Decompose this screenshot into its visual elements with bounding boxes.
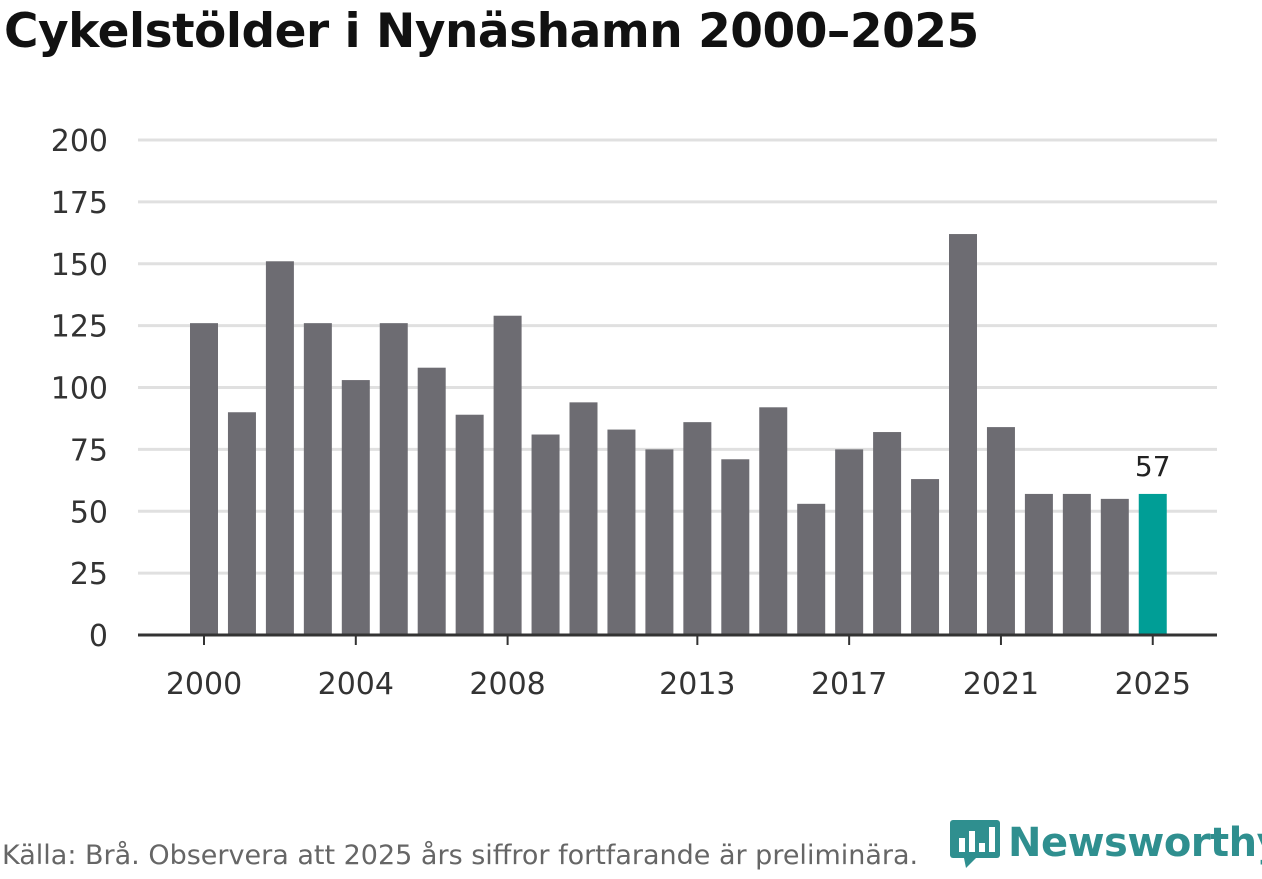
x-tick-label: 2000 [166, 667, 242, 702]
bar-2010 [569, 402, 598, 635]
bar-2012 [645, 449, 674, 635]
y-tick-label: 150 [51, 248, 108, 283]
y-tick-label: 125 [51, 310, 108, 345]
bar-2018 [873, 432, 902, 635]
source-note: Källa: Brå. Observera att 2025 års siffr… [2, 840, 919, 871]
bar-2016 [797, 503, 826, 635]
bar-2008 [493, 315, 522, 635]
gridlines [138, 138, 1217, 575]
x-tick-label: 2021 [963, 667, 1039, 702]
data-label-highlight: 57 [1135, 450, 1171, 483]
y-tick-label: 200 [51, 124, 108, 159]
bar-2001 [227, 412, 256, 635]
bar-2017 [835, 449, 864, 635]
bar-2003 [303, 323, 332, 635]
bar-2007 [455, 414, 484, 635]
chart-title: Cykelstölder i Nynäshamn 2000–2025 [4, 4, 979, 59]
y-tick-label: 100 [51, 372, 108, 407]
bar-2022 [1024, 493, 1053, 635]
bar-2020 [949, 234, 977, 636]
y-tick-label: 50 [70, 495, 108, 530]
bar-2023 [1062, 493, 1091, 635]
bar-2011 [607, 429, 636, 635]
bar-2019 [911, 479, 940, 635]
bar-2013 [683, 422, 712, 635]
brand-logo: Newsworthy [950, 818, 1262, 868]
y-tick-label: 0 [89, 619, 108, 654]
bar-chart-icon [950, 820, 1000, 868]
bar-2002 [265, 261, 294, 635]
y-tick-label: 75 [70, 433, 108, 468]
x-tick-label: 2008 [469, 667, 545, 702]
bar-2015 [759, 407, 788, 635]
x-tick-label: 2025 [1115, 667, 1191, 702]
bar-2009 [531, 434, 560, 635]
bar-2024 [1100, 498, 1129, 635]
bar-2025 [1138, 493, 1167, 635]
brand-name: Newsworthy [1008, 820, 1262, 866]
bar-2005 [379, 323, 408, 635]
x-tick-label: 2004 [318, 667, 394, 702]
y-tick-label: 25 [70, 557, 108, 592]
y-tick-label: 175 [51, 186, 108, 221]
x-axis-ticks: 2000 2004 2008 2013 2017 2021 2025 [166, 635, 1191, 702]
data-labels: 57 [1135, 450, 1171, 483]
x-tick-label: 2017 [811, 667, 887, 702]
bars [190, 234, 1167, 636]
bar-2000 [190, 323, 218, 635]
bar-2021 [986, 427, 1015, 635]
bar-2004 [341, 380, 370, 635]
x-tick-label: 2013 [659, 667, 735, 702]
y-axis-ticks: 0 25 50 75 100 125 150 175 200 [51, 124, 108, 654]
bar-2014 [721, 459, 750, 635]
bar-2006 [417, 367, 446, 635]
